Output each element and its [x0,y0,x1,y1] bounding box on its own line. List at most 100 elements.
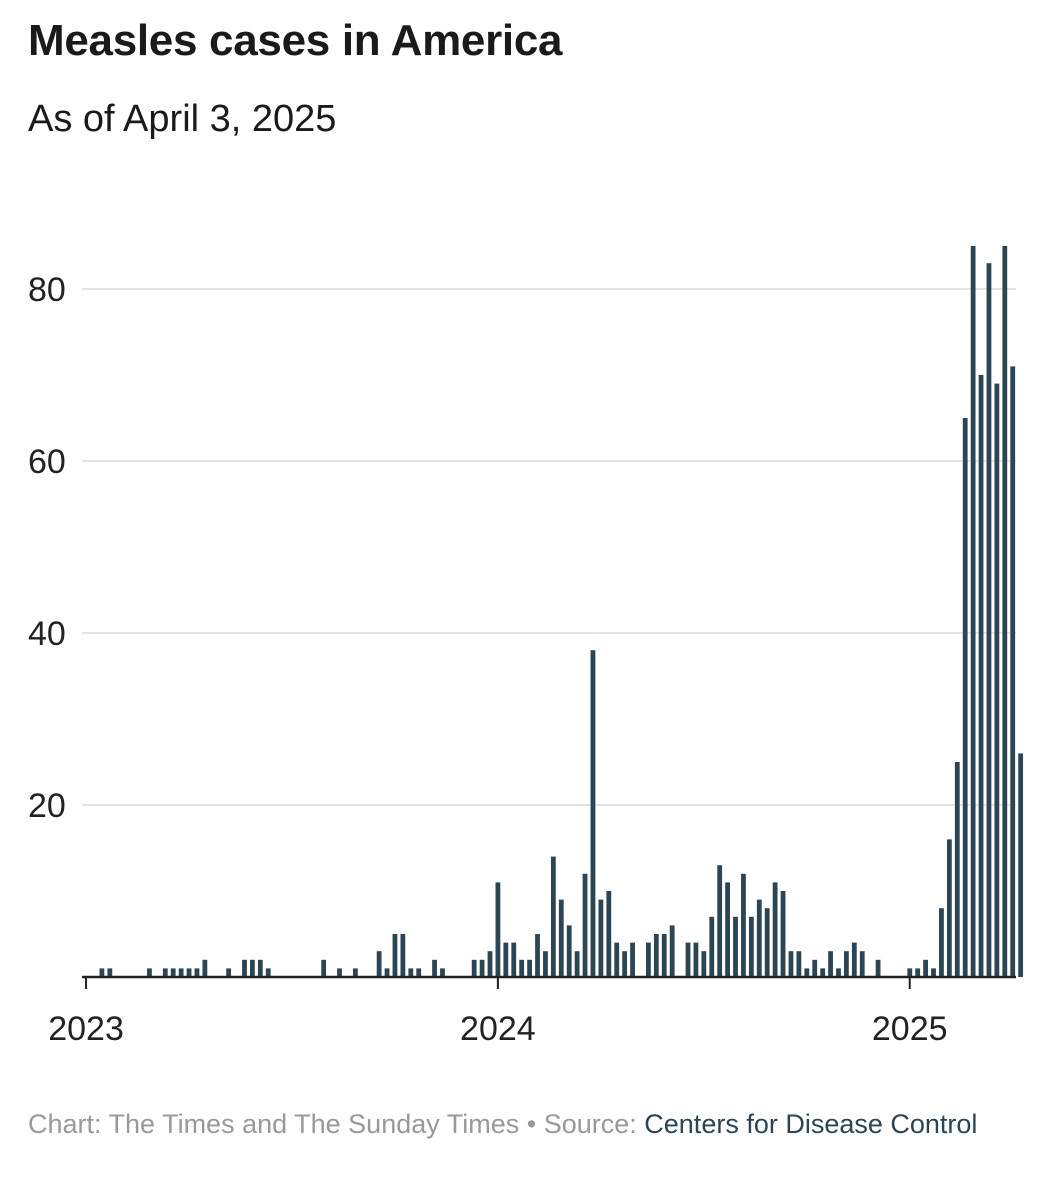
bar-week-95 [844,951,849,977]
bar-week-75 [685,942,691,977]
bar-week-85 [764,908,770,977]
bar-week-50 [487,951,493,977]
bar-week-88 [788,951,794,977]
x-tick-label-2025: 2025 [872,1010,948,1048]
bar-week-51 [495,882,501,977]
bar-week-65 [606,891,612,977]
bar-week-91 [812,959,818,977]
source-label: Source: [543,1109,645,1139]
bar-week-84 [756,899,762,977]
chart-credit: Chart: The Times and The Sunday Times [28,1109,520,1139]
chart-title: Measles cases in America [28,16,563,65]
bar-week-12 [186,968,192,977]
y-tick-label-60: 60 [28,443,66,481]
bar-week-86 [772,882,778,977]
bar-week-13 [194,968,200,977]
bar-week-38 [392,934,398,977]
bar-week-70 [646,942,651,977]
bar-week-11 [178,968,184,977]
bar-week-19 [242,959,247,977]
bar-week-60 [566,925,572,977]
bar-week-67 [622,951,628,977]
bar-week-29 [321,959,327,977]
bar-week-2 [107,968,113,977]
bar-week-92 [820,968,826,977]
bar-week-112 [978,375,984,977]
bar-week-82 [741,873,746,977]
bar-week-78 [709,916,715,977]
y-tick-label-40: 40 [28,615,66,653]
bar-week-41 [416,968,422,977]
bar-week-103 [907,968,913,977]
bar-week-37 [384,968,390,977]
x-tick-label-2023: 2023 [48,1010,124,1048]
source-link[interactable]: Centers for Disease Control [644,1109,978,1139]
bar-week-64 [598,899,604,977]
bar-week-20 [250,959,255,977]
chart-footer: Chart: The Times and The Sunday Times • … [28,1106,988,1142]
bar-week-116 [1010,366,1016,977]
bar-week-87 [780,891,786,977]
bar-week-109 [954,762,960,977]
bar-week-115 [1002,246,1008,977]
bar-week-31 [337,968,342,977]
bar-week-44 [440,968,445,977]
x-tick-label-2024: 2024 [460,1010,536,1048]
bar-week-33 [352,968,358,977]
bar-week-17 [226,968,232,977]
bar-week-111 [970,246,976,977]
bar-week-83 [748,916,754,977]
bar-week-55 [527,959,532,977]
bar-week-107 [939,908,944,977]
footer-separator: • [519,1109,544,1139]
bar-week-89 [796,951,802,977]
bar-week-96 [851,942,857,977]
bar-week-7 [147,968,152,977]
bar-week-43 [432,959,437,977]
bar-week-94 [836,968,841,977]
y-tick-label-20: 20 [28,787,66,825]
bar-week-39 [400,934,406,977]
bar-week-66 [614,942,620,977]
bar-week-72 [661,934,667,977]
bar-week-63 [590,650,596,977]
bar-week-77 [701,951,707,977]
bar-week-62 [582,873,588,977]
bar-week-57 [543,951,548,977]
bar-week-108 [946,839,952,977]
bar-week-104 [915,968,921,977]
bar-week-40 [408,968,414,977]
bar-week-54 [519,959,525,977]
bar-week-49 [479,959,485,977]
bar-week-22 [265,968,271,977]
bar-week-106 [931,968,936,977]
bar-week-114 [994,383,1000,978]
bar-week-117 [1018,753,1024,977]
bar-week-48 [471,959,477,977]
bar-week-113 [986,263,992,977]
bar-week-110 [962,418,968,977]
bar-week-14 [202,959,208,977]
bar-week-79 [717,865,723,977]
bar-week-61 [574,951,580,977]
bar-week-52 [503,942,509,977]
bar-week-53 [511,942,517,977]
y-tick-label-80: 80 [28,271,66,309]
bar-week-99 [875,959,881,977]
bar-week-105 [923,959,928,977]
bar-week-10 [170,968,176,977]
chart-subtitle: As of April 3, 2025 [28,98,337,140]
bar-week-90 [804,968,810,977]
bar-week-68 [630,942,635,977]
bar-week-73 [669,925,675,977]
bar-week-1 [99,968,105,977]
bar-week-81 [733,916,738,977]
bar-week-97 [859,951,865,977]
bar-week-80 [725,882,730,977]
bar-week-76 [693,942,699,977]
bar-week-21 [257,959,263,977]
bar-week-9 [162,968,168,977]
bar-week-36 [376,951,382,977]
bar-week-59 [558,899,564,977]
